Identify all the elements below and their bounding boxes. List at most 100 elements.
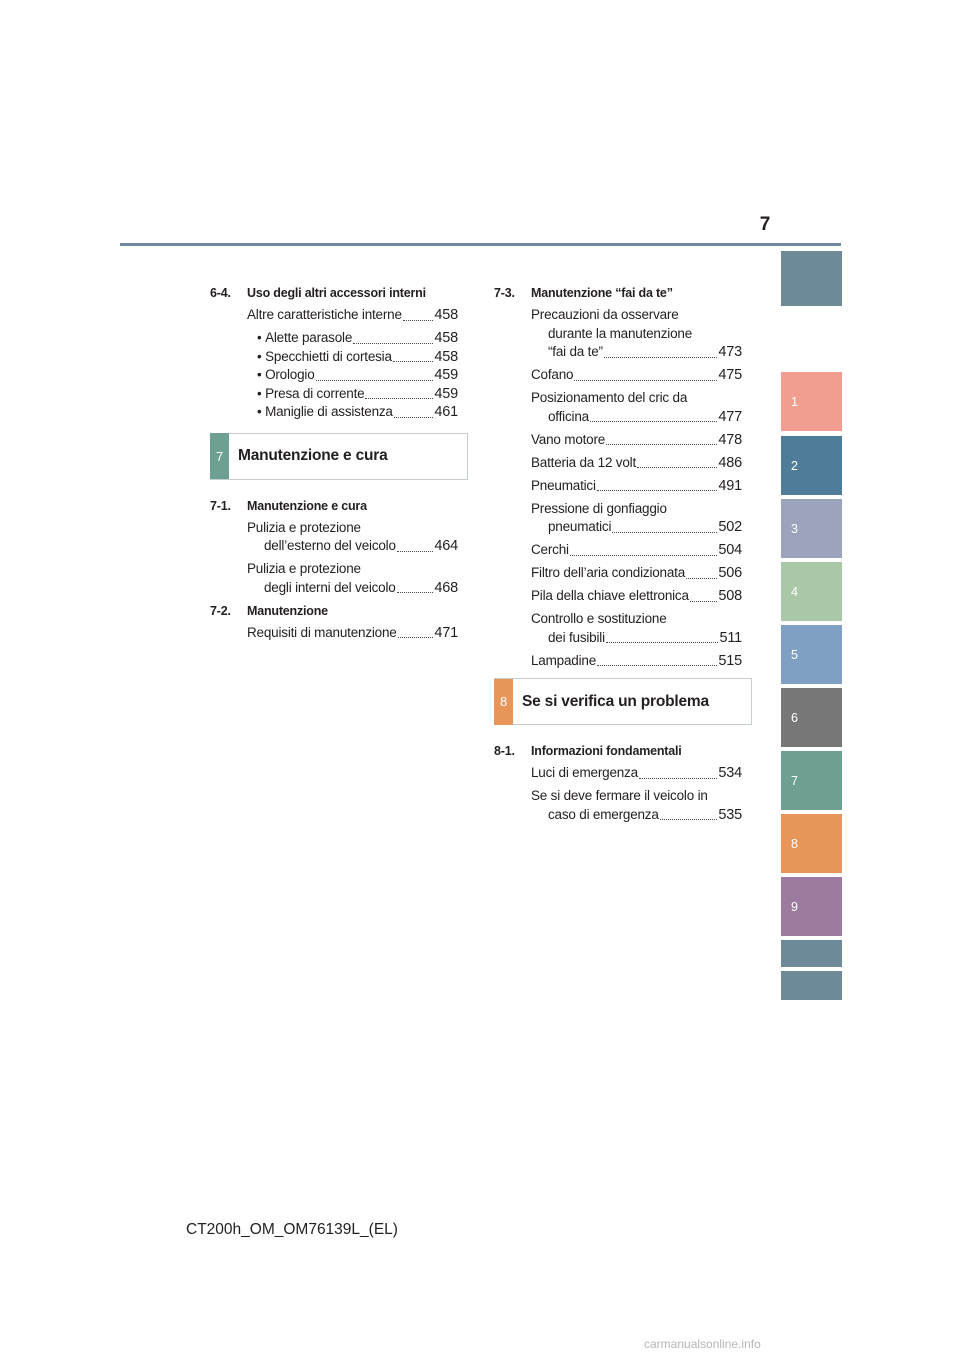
leader-dots [597,665,718,666]
entry-text: Alette parasole [257,329,352,348]
entry-text: Altre caratteristiche interne [247,307,402,322]
tab-label: 8 [791,836,798,851]
toc-right-column: 7-3. Manutenzione “fai da te” Precauzion… [494,284,752,829]
leader-dots [569,554,718,556]
toc-entry-pressione[interactable]: Pressione di gonfiaggio pneumatici 502 [531,500,742,537]
section-7-3-heading: 7-3. Manutenzione “fai da te” [494,284,742,302]
toc-entry-cofano[interactable]: Cofano 475 [531,366,742,385]
entry-text: Cerchi [531,542,569,557]
leader-dots [353,342,434,344]
leader-dots [689,600,718,602]
toc-entry-cric[interactable]: Posizionamento del cric da officina 477 [531,389,742,426]
tab-label: 2 [791,458,798,473]
toc-bullet-specchietti[interactable]: Specchietti di cortesia 458 [247,348,458,367]
entry-page: 534 [718,765,742,781]
entry-text: Batteria da 12 volt [531,454,637,470]
entry-text: Precauzioni da osservare [531,307,679,322]
toc-entry-vano-motore[interactable]: Vano motore 478 [531,431,742,450]
entry-text-cont: degli interni del veicolo [264,579,396,595]
entry-page: 458 [434,307,458,323]
leader-dots [393,416,434,418]
toc-entry-cerchi[interactable]: Cerchi 504 [531,541,742,560]
chapter-tab-1[interactable]: 1 [781,372,842,431]
toc-left-column: 6-4. Uso degli altri accessori interni A… [210,284,468,647]
chapter-title: Manutenzione e cura [238,447,388,464]
chapter-7-box[interactable]: 7 Manutenzione e cura [210,432,468,480]
entry-page: 478 [718,431,742,448]
leader-dots [606,444,718,445]
chapter-tab-top[interactable] [781,251,842,306]
toc-entry-requisiti[interactable]: Requisiti di manutenzione 471 [247,624,458,643]
toc-bullet-maniglie[interactable]: Maniglie di assistenza 461 [247,403,458,422]
toc-entry-precauzioni[interactable]: Precauzioni da osservare durante la manu… [531,306,742,362]
toc-entry-pulizia-interni[interactable]: Pulizia e protezione degli interni del v… [247,560,458,597]
leader-dots [392,361,434,362]
entry-text: Requisiti di manutenzione [247,624,397,640]
entry-text: Cofano [531,367,574,382]
chapter-tab-2[interactable]: 2 [781,436,842,495]
leader-dots [396,592,434,593]
chapter-tab-6[interactable]: 6 [781,688,842,747]
entry-text: Pulizia e protezione [247,561,361,576]
entry-text-cont: “fai da te” [548,344,603,359]
entry-text-cont: caso di emergenza [548,806,659,822]
toc-entry-pneumatici[interactable]: Pneumatici 491 [531,477,742,496]
toc-entry-luci-emergenza[interactable]: Luci di emergenza 534 [531,764,742,783]
entry-page: 459 [434,367,458,383]
leader-dots [638,777,718,779]
chapter-tab-7[interactable]: 7 [781,751,842,810]
chapter-number: 7 [210,433,229,479]
leader-dots [396,550,434,552]
tab-label: 1 [791,394,798,409]
toc-entry-filtro[interactable]: Filtro dell’aria condizionata 506 [531,564,742,583]
entry-page: 511 [719,629,742,646]
entry-page: 475 [718,367,742,383]
toc-entry-pulizia-esterno[interactable]: Pulizia e protezione dell’esterno del ve… [247,519,458,556]
section-title: Uso degli altri accessori interni [247,286,426,300]
entry-text: Controllo e sostituzione [531,611,667,626]
chapter-tab-3[interactable]: 3 [781,499,842,558]
toc-entry-altre-caratteristiche[interactable]: Altre caratteristiche interne 458 [247,306,458,325]
section-6-4-heading: 6-4. Uso degli altri accessori interni [210,284,458,302]
entry-page: 464 [434,538,458,554]
entry-page: 459 [434,385,458,402]
chapter-tab-9[interactable]: 9 [781,877,842,936]
chapter-tab-5[interactable]: 5 [781,625,842,684]
watermark: carmanualsonline.info [644,1337,761,1351]
leader-dots [612,531,718,533]
toc-entry-lampadine[interactable]: Lampadine 515 [531,652,742,671]
leader-dots [686,577,718,579]
toc-entry-fusibili[interactable]: Controllo e sostituzione dei fusibili 51… [531,610,742,647]
entry-page: 486 [718,454,742,471]
entry-text-cont: dell’esterno del veicolo [264,538,396,553]
entry-page: 477 [718,408,742,425]
toc-bullet-orologio[interactable]: Orologio 459 [247,366,458,385]
leader-dots [605,642,719,643]
chapter-tab-index-a[interactable] [781,940,842,967]
chapter-title: Se si verifica un problema [522,692,709,710]
chapter-number: 8 [494,678,513,725]
section-number: 7-3. [494,286,515,300]
entry-page: 473 [718,344,742,360]
document-code: CT200h_OM_OM76139L_(EL) [186,1221,398,1238]
entry-text: Presa di corrente [257,385,365,404]
entry-page: 458 [434,348,458,365]
chapter-tab-index-b[interactable] [781,971,842,1000]
chapter-tab-4[interactable]: 4 [781,562,842,621]
tab-label: 9 [791,899,798,914]
entry-text: Luci di emergenza [531,765,638,780]
leader-dots [596,490,718,491]
chapter-8-box[interactable]: 8 Se si verifica un problema [494,678,752,725]
entry-page: 491 [718,477,742,494]
entry-text: Maniglie di assistenza [257,403,393,422]
toc-bullet-presa[interactable]: Presa di corrente 459 [247,385,458,404]
chapter-tab-8[interactable]: 8 [781,814,842,873]
toc-entry-pila[interactable]: Pila della chiave elettronica 508 [531,587,742,606]
entry-text: Posizionamento del cric da [531,390,688,405]
toc-bullet-alette[interactable]: Alette parasole 458 [247,329,458,348]
toc-entry-batteria[interactable]: Batteria da 12 volt 486 [531,454,742,473]
toc-entry-fermare-veicolo[interactable]: Se si deve fermare il veicolo in caso di… [531,787,742,824]
leader-dots [315,379,434,381]
tab-label: 7 [791,773,798,788]
leader-dots [397,637,434,638]
